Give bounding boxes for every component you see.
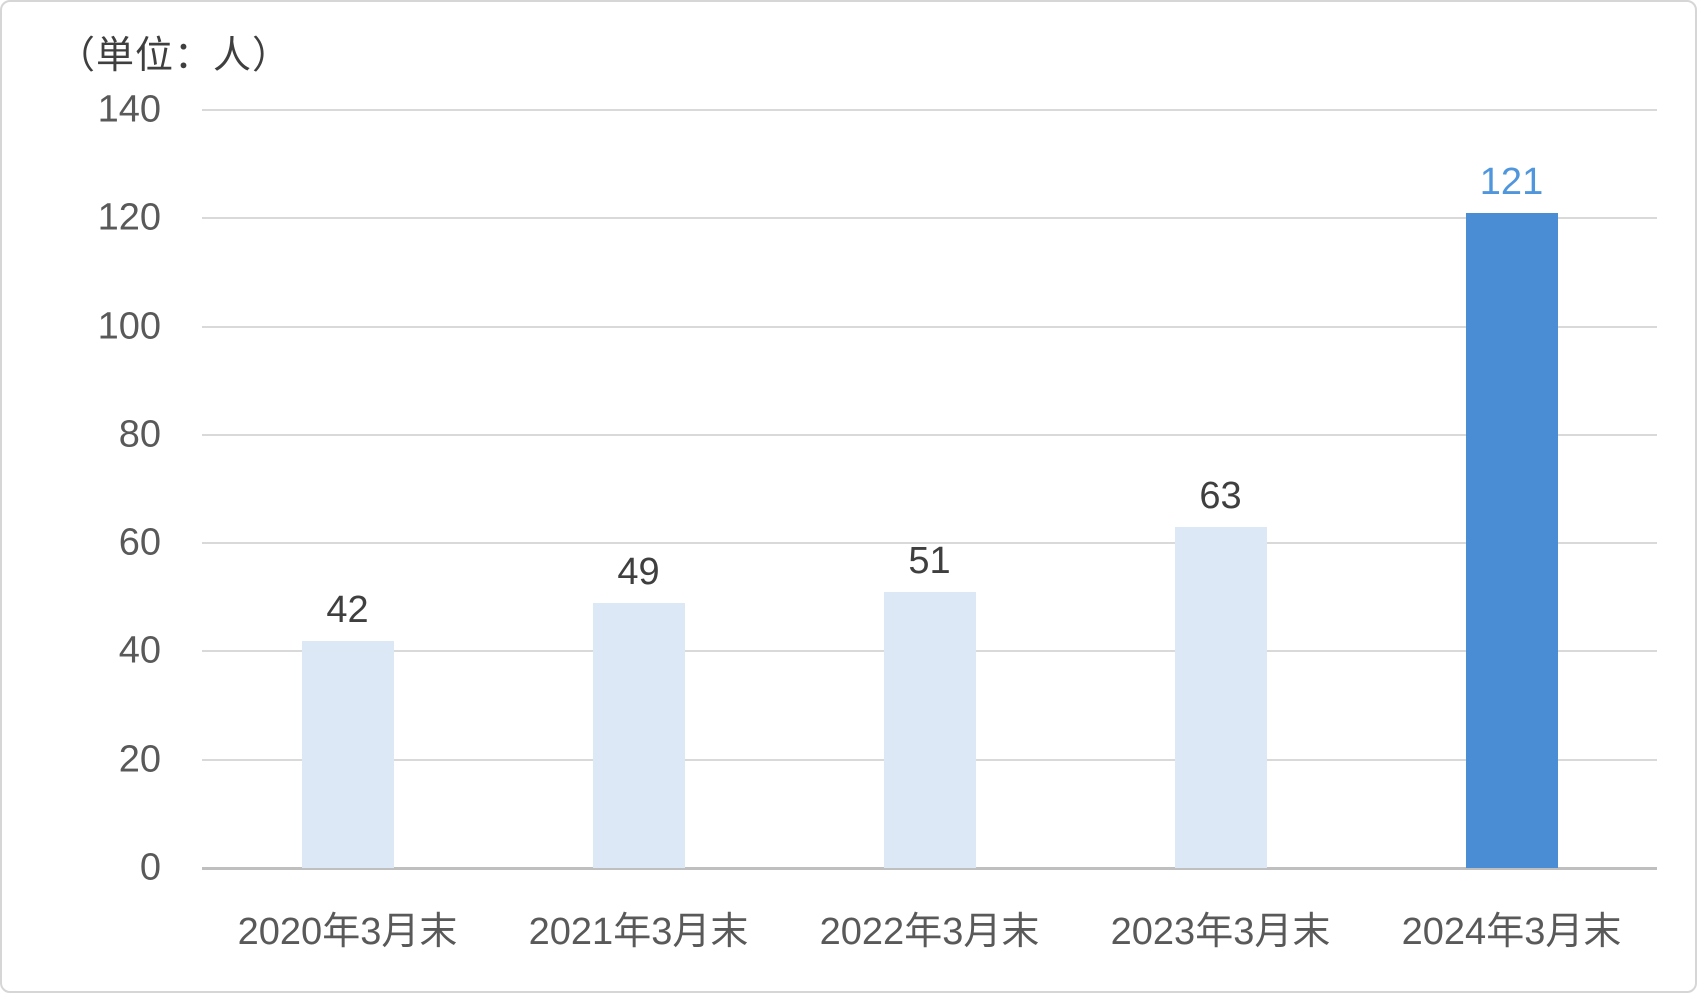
bar-data-label: 63 xyxy=(1199,474,1242,517)
x-tick-label: 2021年3月末 xyxy=(528,911,749,953)
bars-container: 42 49 51 63 121 xyxy=(202,110,1657,868)
y-tick-label-20: 20 xyxy=(118,738,161,781)
y-tick-label-40: 40 xyxy=(118,629,161,672)
x-tick-label: 2024年3月末 xyxy=(1401,911,1622,953)
bar-data-label: 51 xyxy=(908,539,951,582)
y-tick-label-120: 120 xyxy=(97,196,161,239)
bar-slot-2024年3月末: 121 xyxy=(1366,110,1657,868)
gridline-100 xyxy=(202,325,1657,328)
x-axis-line xyxy=(202,867,1657,870)
x-axis-tick-labels: 2020年3月末 2021年3月末 2022年3月末 2023年3月末 2024年3月末 xyxy=(202,900,1657,955)
plot-area: 42 49 51 63 121 xyxy=(202,109,1657,870)
y-tick-label-140: 140 xyxy=(97,88,161,131)
bar-slot-2020年3月末: 42 xyxy=(202,110,493,868)
gridline-140 xyxy=(202,109,1657,111)
bar xyxy=(1465,212,1558,868)
y-tick-label-0: 0 xyxy=(139,846,161,889)
y-tick-label-60: 60 xyxy=(118,521,161,564)
x-tick-label: 2023年3月末 xyxy=(1110,911,1331,953)
bar xyxy=(883,591,976,868)
bar xyxy=(301,640,394,868)
bar-slot-2022年3月末: 51 xyxy=(784,110,1075,868)
x-tick-label: 2022年3月末 xyxy=(819,911,1040,953)
y-tick-label-100: 100 xyxy=(97,305,161,348)
bar-data-label: 49 xyxy=(617,550,660,593)
x-tick-label: 2020年3月末 xyxy=(237,911,458,953)
bar-data-label: 42 xyxy=(326,588,369,631)
bar-slot-2021年3月末: 49 xyxy=(493,110,784,868)
y-tick-label-80: 80 xyxy=(118,413,161,456)
gridline-120 xyxy=(202,217,1657,220)
chart-unit-label: （単位：人） xyxy=(57,35,292,77)
gridline-60 xyxy=(202,542,1657,545)
bar xyxy=(1174,526,1267,868)
bar-slot-2023年3月末: 63 xyxy=(1075,110,1366,868)
bar xyxy=(592,602,685,868)
bar-data-label: 121 xyxy=(1479,160,1544,203)
gridline-80 xyxy=(202,433,1657,436)
